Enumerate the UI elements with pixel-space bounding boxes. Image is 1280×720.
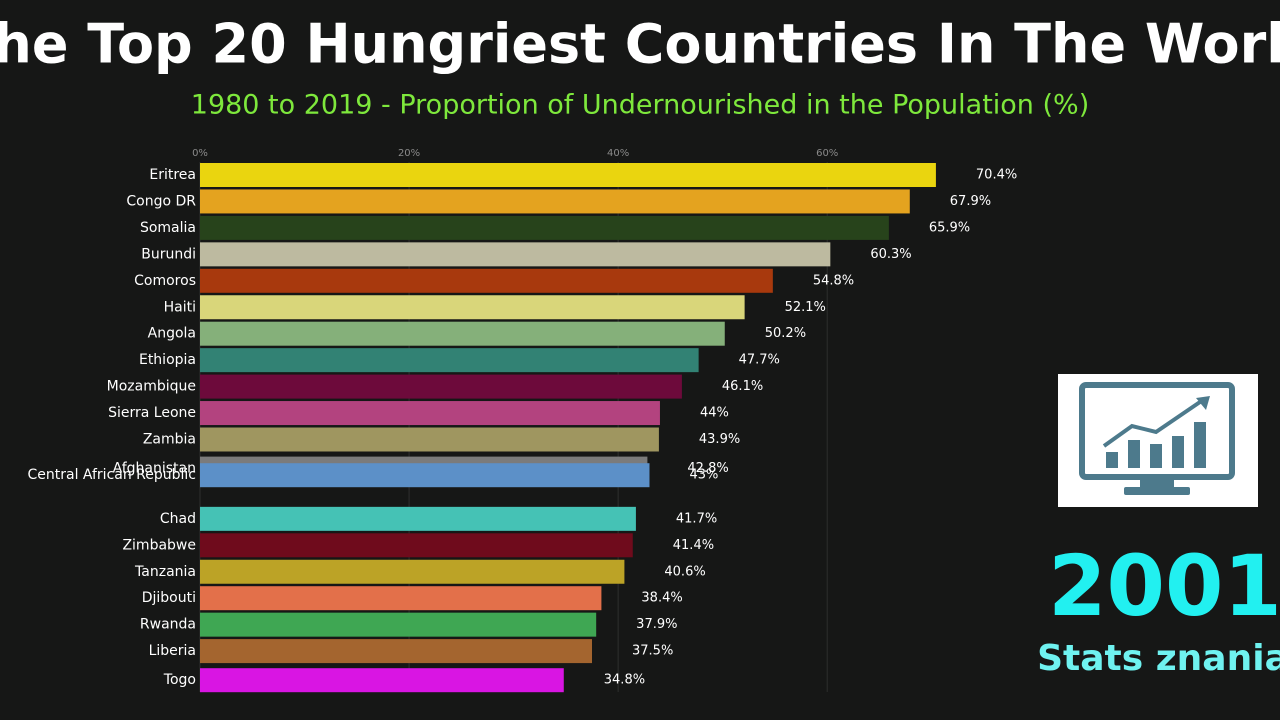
y-tick-label: Congo DR xyxy=(126,193,196,209)
bar xyxy=(200,668,564,693)
y-tick-label: Comoros xyxy=(134,273,196,289)
value-label: 43% xyxy=(689,468,718,483)
x-tick-label: 0% xyxy=(192,148,208,159)
plot-area: 0% 20% 40% 60% Eritrea 70.4% Congo DR 67.9% Soma… xyxy=(27,148,1017,693)
y-tick-label: Tanzania xyxy=(134,564,196,580)
bar xyxy=(200,268,773,293)
y-tick-label: Burundi xyxy=(141,246,196,262)
bar xyxy=(200,321,725,346)
y-tick-label: Djibouti xyxy=(142,590,196,606)
y-tick-label: Afghanistan xyxy=(113,461,196,477)
bar xyxy=(200,506,636,531)
year-label: 2001 xyxy=(1048,537,1280,635)
value-label: 38.4% xyxy=(641,591,682,606)
value-label: 34.8% xyxy=(604,673,645,688)
value-label: 67.9% xyxy=(950,194,991,209)
bar xyxy=(200,215,889,240)
value-label: 42.8% xyxy=(687,461,728,476)
watermark: Stats znania xyxy=(1037,638,1280,679)
value-label: 52.1% xyxy=(785,300,826,315)
value-label: 60.3% xyxy=(870,247,911,262)
x-tick-label: 20% xyxy=(398,148,420,159)
bar xyxy=(200,189,910,214)
value-label: 41.7% xyxy=(676,511,717,526)
value-label: 70.4% xyxy=(976,168,1017,183)
x-tick-label: 60% xyxy=(816,148,838,159)
y-tick-label: Angola xyxy=(148,326,196,342)
value-label: 47.7% xyxy=(739,353,780,368)
bar xyxy=(200,427,659,452)
y-tick-label: Haiti xyxy=(164,299,196,315)
bar xyxy=(200,401,660,426)
bar xyxy=(200,242,831,267)
chart-subtitle: 1980 to 2019 - Proportion of Undernouris… xyxy=(191,90,1089,121)
y-tick-label: Rwanda xyxy=(140,617,196,633)
x-tick-label: 40% xyxy=(607,148,629,159)
bar xyxy=(200,348,699,373)
value-label: 65.9% xyxy=(929,220,970,235)
value-label: 41.4% xyxy=(673,538,714,553)
y-tick-label: Zimbabwe xyxy=(122,537,196,553)
y-tick-label: Togo xyxy=(163,672,196,688)
bar xyxy=(200,639,592,664)
value-label: 37.9% xyxy=(636,617,677,632)
y-tick-label: Eritrea xyxy=(149,167,196,183)
bar xyxy=(200,295,745,320)
bar xyxy=(200,463,650,488)
value-label: 40.6% xyxy=(664,564,705,579)
y-tick-label: Liberia xyxy=(149,643,196,659)
y-tick-label: Sierra Leone xyxy=(108,405,196,421)
value-label: 43.9% xyxy=(699,432,740,447)
y-tick-label: Central African Republic xyxy=(27,467,196,483)
y-tick-label: Ethiopia xyxy=(139,352,196,368)
y-tick-label: Mozambique xyxy=(107,379,196,395)
value-label: 37.5% xyxy=(632,644,673,659)
bar xyxy=(200,559,625,584)
y-tick-label: Chad xyxy=(160,511,196,527)
value-label: 54.8% xyxy=(813,273,854,288)
bar xyxy=(200,612,597,637)
value-label: 46.1% xyxy=(722,379,763,394)
y-tick-label: Zambia xyxy=(143,432,196,448)
bar xyxy=(200,374,682,399)
chart-title: The Top 20 Hungriest Countries In The Wo… xyxy=(0,13,1280,76)
chart-icon xyxy=(1058,374,1258,507)
bar xyxy=(200,163,936,187)
bar xyxy=(200,586,602,611)
y-tick-label: Somalia xyxy=(140,220,196,236)
grid xyxy=(199,162,828,692)
bar xyxy=(200,533,633,558)
value-label: 50.2% xyxy=(765,326,806,341)
value-label: 44% xyxy=(700,406,729,421)
